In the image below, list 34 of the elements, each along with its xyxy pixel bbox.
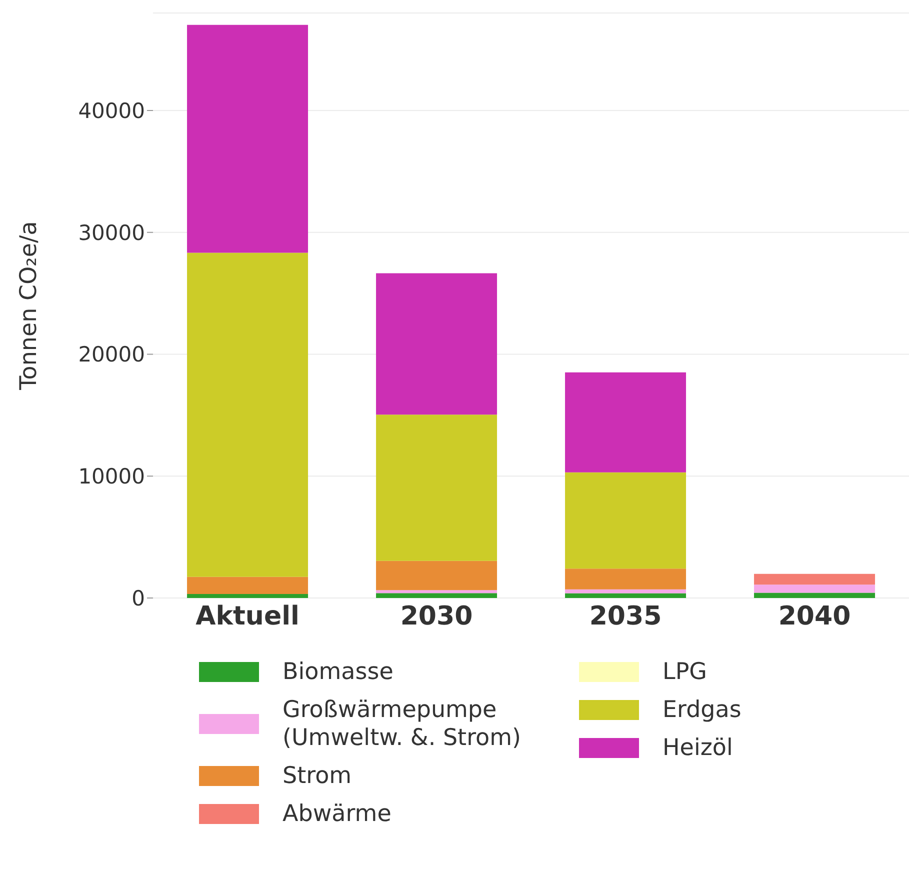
bar [565,589,686,594]
x-tick-label: 2035 [589,601,662,632]
bar [754,574,876,585]
bar [376,414,498,561]
legend-label: Biomasse [282,658,394,686]
bar [565,372,686,472]
bar [376,593,498,598]
bar [187,594,308,598]
legend-label: Strom [282,762,353,790]
bar [565,472,686,569]
bar [187,576,308,594]
y-tick-label: 10000 [78,464,145,489]
bar [376,273,498,415]
legend-label: Großwärmepumpe (Umweltw. &. Strom) [282,696,522,752]
y-axis-title: Tonnen CO₂e/a [16,221,42,391]
bar [187,24,308,253]
legend-label: Abwärme [282,800,392,828]
y-tick-label: 40000 [78,98,145,123]
legend-label: Erdgas [662,696,742,724]
y-tick-label: 20000 [78,342,145,367]
x-tick-label: 2040 [778,601,851,632]
bar [565,593,686,598]
bar [565,568,686,590]
x-tick-label: Aktuell [196,601,300,632]
y-tick-label: 30000 [78,220,145,245]
legend-label: Heizöl [662,734,734,762]
legend-label: LPG [662,658,708,686]
bar [376,560,498,590]
bar [754,592,876,598]
x-tick-label: 2030 [400,601,473,632]
bar [754,584,876,593]
bar [376,590,498,594]
y-tick-label: 0 [132,586,145,610]
bar [187,252,308,577]
